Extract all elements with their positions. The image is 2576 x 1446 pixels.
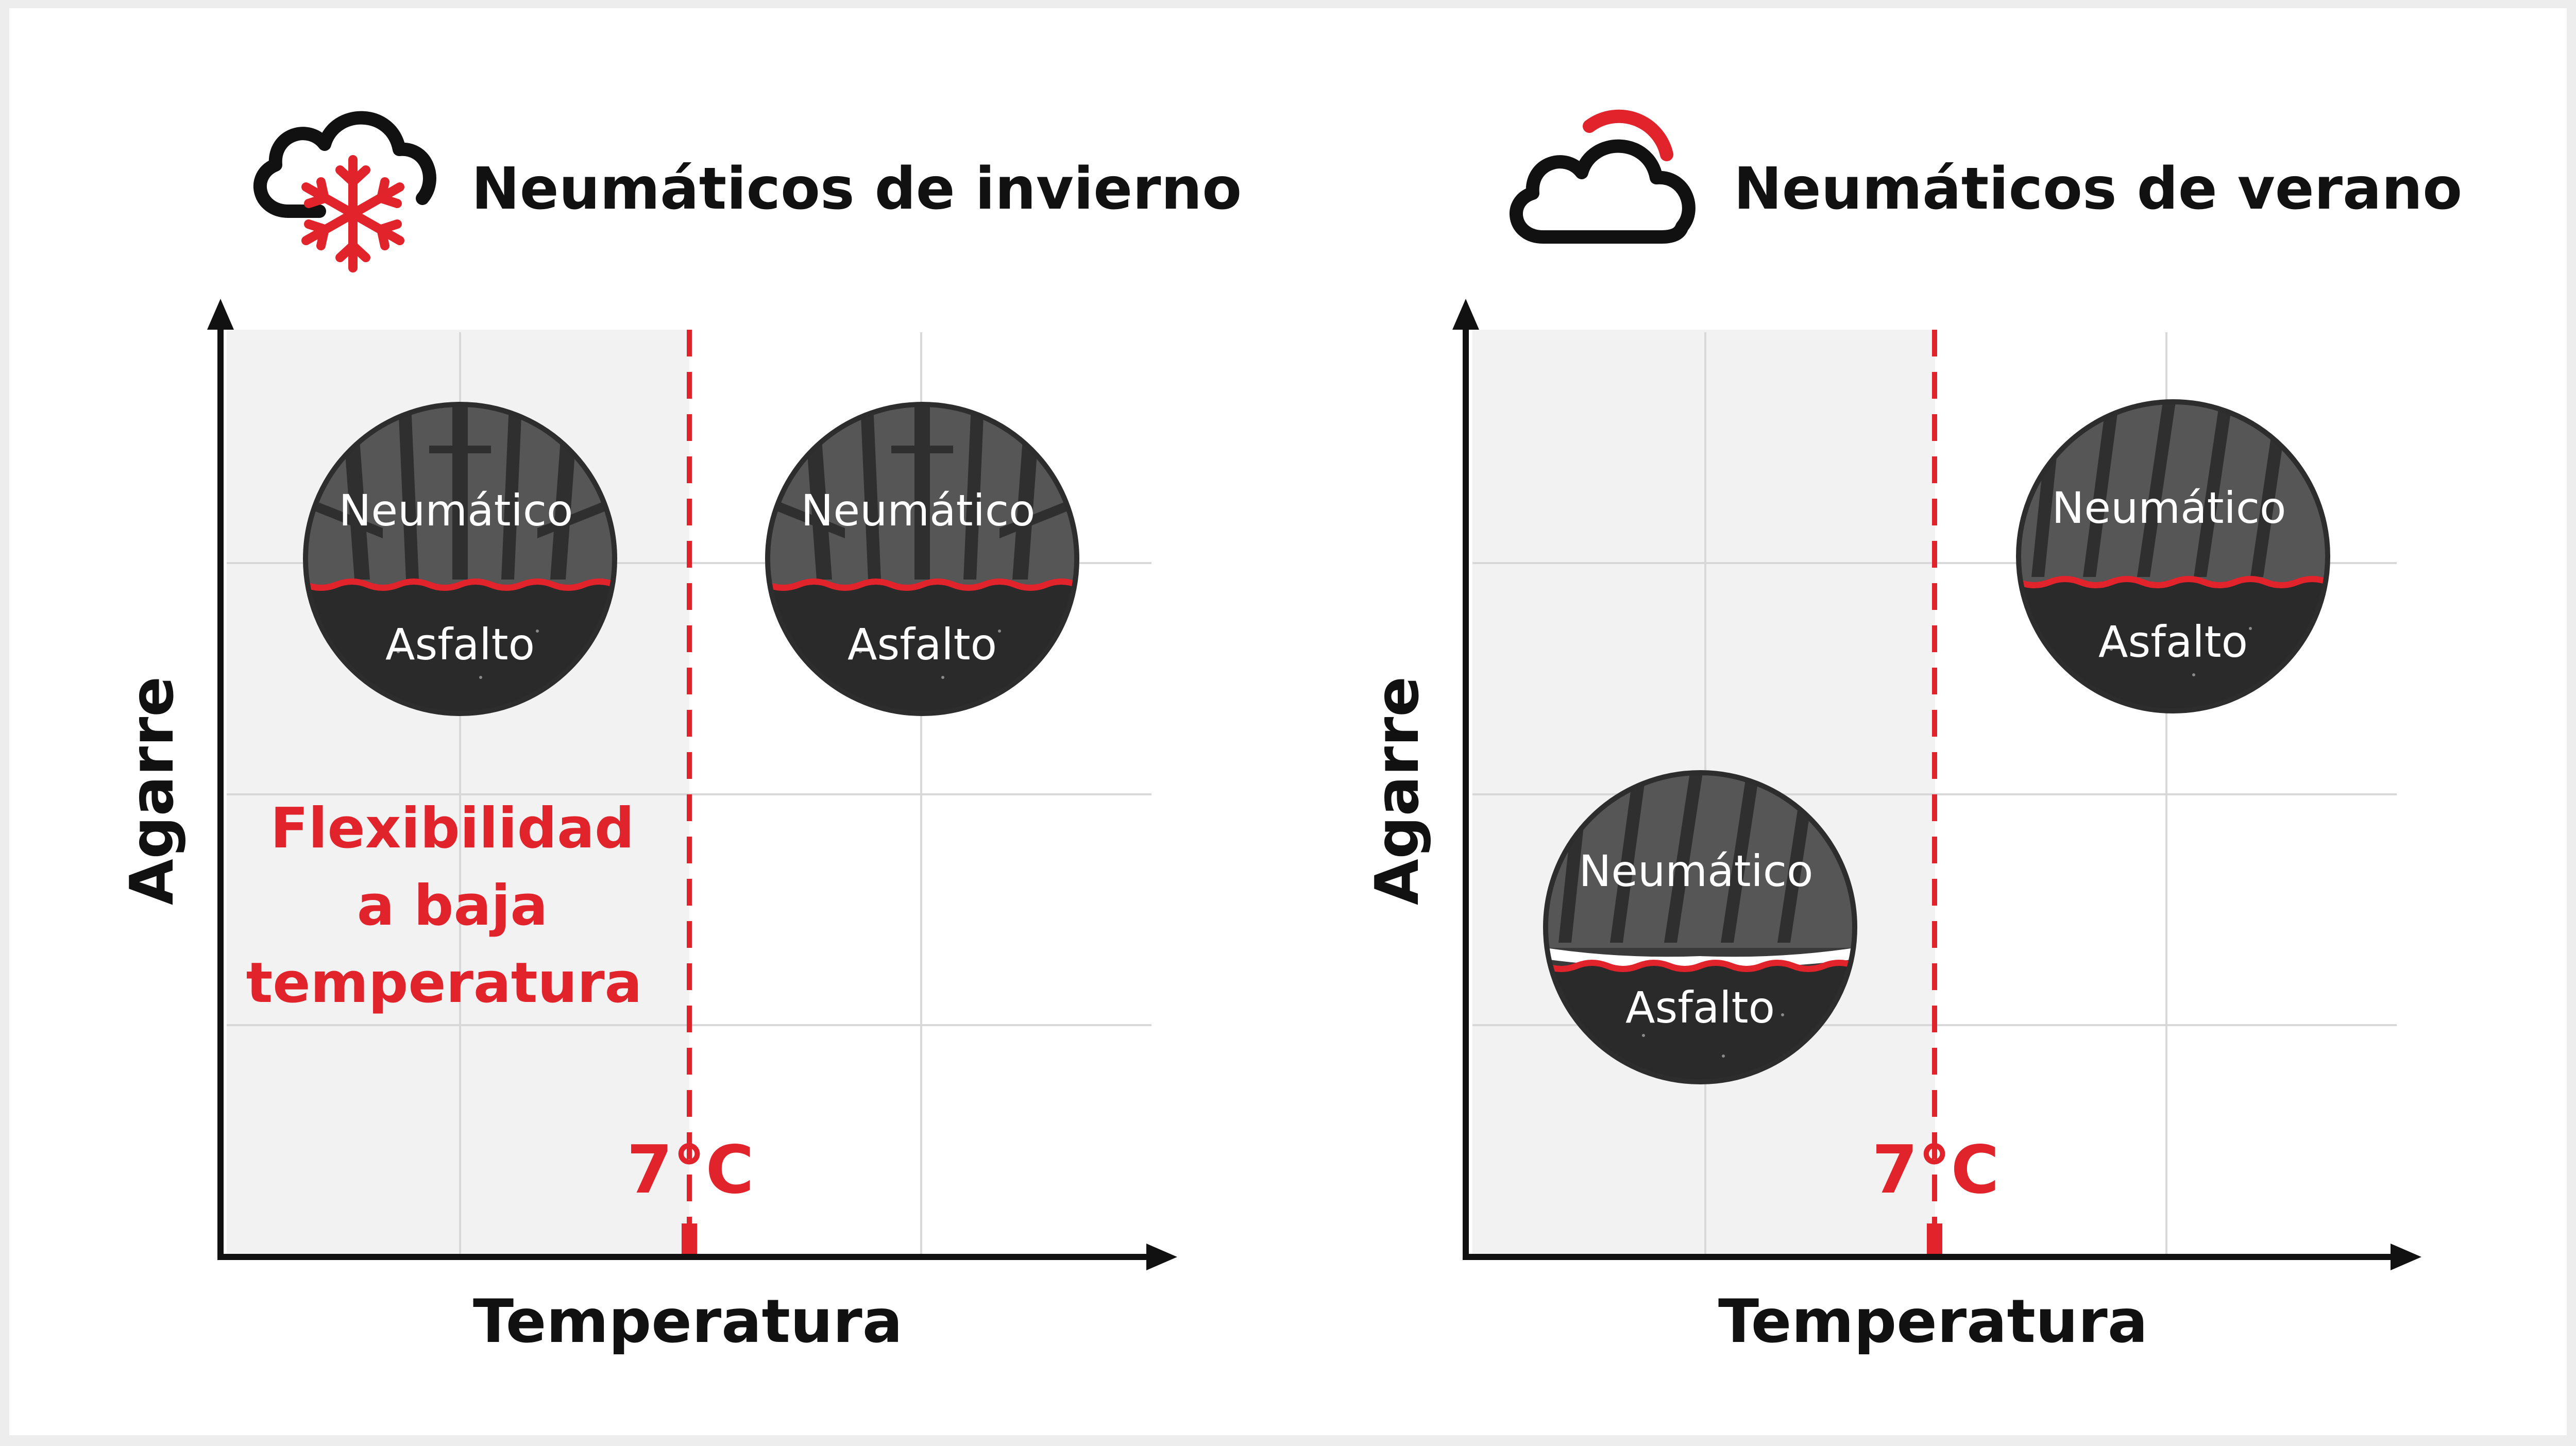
winter-x-axis-label: Temperatura — [473, 1287, 903, 1356]
summer-threshold-label: 7°C — [1872, 1132, 1999, 1209]
winter-note-line-3: temperatura — [246, 951, 642, 1015]
summer-tire-cold-bottom-label: Asfalto — [1625, 982, 1775, 1033]
winter-title: Neumáticos de invierno — [471, 156, 1242, 223]
winter-tire-warm-bottom-label: Asfalto — [848, 619, 997, 670]
cloud-sun-icon — [1510, 109, 1696, 244]
summer-title: Neumáticos de verano — [1734, 156, 2462, 223]
winter-y-axis-label: Agarre — [117, 676, 187, 905]
winter-threshold-label: 7°C — [627, 1132, 754, 1209]
winter-tire-warm-top-label: Neumático — [801, 485, 1036, 536]
winter-note-line-2: a baja — [357, 874, 548, 938]
summer-tire-warm: Neumático Asfalto — [2016, 399, 2330, 713]
summer-tire-cold-top-label: Neumático — [1579, 846, 1814, 896]
summer-tire-warm-bottom-label: Asfalto — [2098, 617, 2248, 667]
winter-axes — [207, 299, 1177, 1270]
summer-tire-warm-top-label: Neumático — [2052, 483, 2286, 533]
summer-tire-cold: Neumático Asfalto — [1543, 770, 1857, 1084]
summer-x-axis-label: Temperatura — [1718, 1287, 2148, 1356]
winter-tire-cold-bottom-label: Asfalto — [385, 619, 535, 670]
cloud-snowflake-icon — [253, 111, 436, 273]
winter-tire-cold-top-label: Neumático — [339, 485, 573, 536]
winter-note: Flexibilidad a baja temperatura — [246, 796, 642, 1015]
winter-tire-warm: Neumático Asfalto — [765, 402, 1079, 716]
winter-note-line-1: Flexibilidad — [270, 796, 635, 861]
winter-panel: Neumáticos de invierno 7°C Flexibilidad … — [117, 111, 1242, 1356]
winter-threshold-tick — [682, 1223, 697, 1254]
summer-panel: Neumáticos de verano 7°C Temperatura Aga… — [1363, 109, 2462, 1356]
winter-tire-cold: Neumático Asfalto — [303, 402, 617, 716]
summer-threshold-tick — [1927, 1223, 1942, 1254]
summer-axes — [1452, 299, 2421, 1270]
summer-y-axis-label: Agarre — [1363, 676, 1432, 905]
